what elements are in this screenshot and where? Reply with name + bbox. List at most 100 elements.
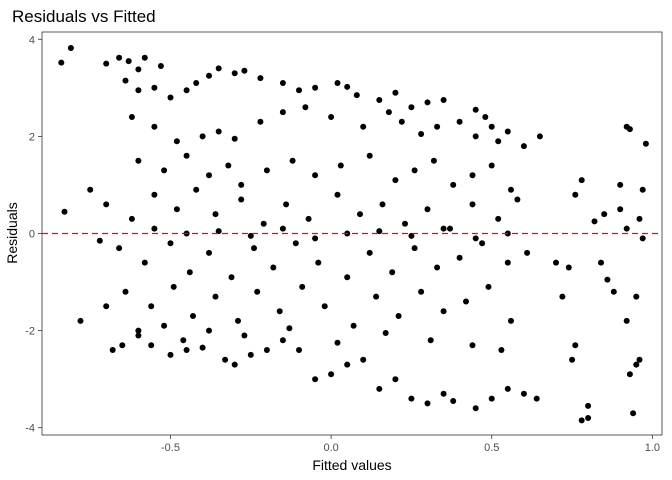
data-point-127 [366,152,373,159]
data-point-27 [408,104,415,111]
data-point-42 [119,342,126,349]
data-point-91 [633,361,640,368]
y-tick-label-0: -4 [25,423,35,435]
data-point-170 [479,240,486,247]
data-point-192 [161,322,168,329]
data-point-36 [61,208,68,215]
data-point-187 [440,308,447,315]
data-point-45 [167,351,174,358]
data-point-169 [456,254,463,261]
data-point-137 [151,191,158,198]
y-tick-label-2: 0 [29,229,35,241]
data-point-74 [569,356,576,363]
data-point-125 [312,172,319,179]
data-point-180 [276,308,283,315]
data-point-108 [328,114,335,120]
data-point-191 [135,327,142,334]
data-point-26 [392,89,399,96]
data-point-152 [495,215,502,222]
data-point-41 [109,347,116,353]
data-point-162 [292,240,299,247]
data-point-120 [206,172,212,179]
data-point-67 [520,390,527,397]
data-point-155 [141,259,148,266]
data-point-189 [485,283,492,290]
data-point-142 [260,220,267,227]
data-point-186 [418,288,425,295]
data-point-140 [212,211,219,218]
data-point-83 [610,288,617,295]
data-point-73 [553,259,559,266]
data-point-99 [128,114,135,120]
data-point-161 [270,264,277,271]
data-point-9 [135,87,142,94]
x-tick-label-2: 0.5 [484,442,499,454]
x-axis-title: Fitted values [312,457,391,473]
data-point-122 [238,181,245,188]
data-point-13 [193,80,200,86]
data-point-145 [334,191,341,198]
data-point-21 [312,84,319,91]
data-point-23 [344,83,351,90]
data-point-19 [279,80,286,86]
data-point-69 [559,293,566,300]
data-point-6 [141,54,148,61]
data-point-205 [247,232,254,239]
data-point-119 [183,152,190,159]
data-point-196 [286,325,293,332]
y-axis-title: Residuals [4,202,20,263]
data-point-143 [283,201,290,208]
data-point-46 [183,347,190,353]
data-point-48 [222,356,229,363]
data-point-105 [257,118,264,125]
data-point-79 [591,218,598,225]
data-point-128 [392,177,399,184]
data-point-134 [508,186,514,193]
data-point-182 [321,303,328,310]
data-point-151 [469,201,476,208]
y-tick-label-3: 2 [29,131,35,143]
data-point-7 [157,63,164,69]
data-point-60 [408,395,415,402]
data-point-135 [103,201,110,208]
data-point-212 [472,235,479,242]
data-point-95 [642,140,649,147]
data-point-131 [450,181,457,188]
y-tick-label-1: -2 [25,326,35,338]
data-point-72 [578,177,585,184]
data-point-5 [135,66,142,73]
data-point-64 [472,405,479,412]
data-point-22 [334,80,341,86]
data-point-181 [299,283,306,290]
data-point-68 [533,395,540,402]
data-point-209 [376,228,383,235]
chart-title: Residuals vs Fitted [12,7,156,26]
x-axis: -0.5 0.0 0.5 1.0 [161,435,660,454]
data-point-4 [125,58,132,65]
data-point-30 [472,106,479,113]
data-point-173 [122,288,129,295]
x-tick-label-0: -0.5 [161,442,180,454]
data-point-62 [440,390,447,397]
data-point-126 [337,162,344,169]
data-point-35 [536,133,543,140]
data-point-158 [206,249,212,256]
data-point-159 [228,274,235,281]
data-point-25 [376,97,383,103]
data-point-102 [199,133,206,140]
data-point-116 [495,138,502,145]
data-point-172 [524,249,531,256]
data-point-76 [578,417,585,424]
data-point-167 [411,245,418,252]
data-point-8 [122,77,129,84]
data-point-185 [395,313,402,319]
data-point-15 [215,65,222,72]
data-point-1 [67,45,74,51]
data-point-163 [315,259,322,266]
data-point-109 [360,123,367,130]
data-point-146 [357,211,363,218]
data-point-154 [116,245,123,252]
data-point-70 [565,264,572,271]
data-point-93 [633,293,640,300]
